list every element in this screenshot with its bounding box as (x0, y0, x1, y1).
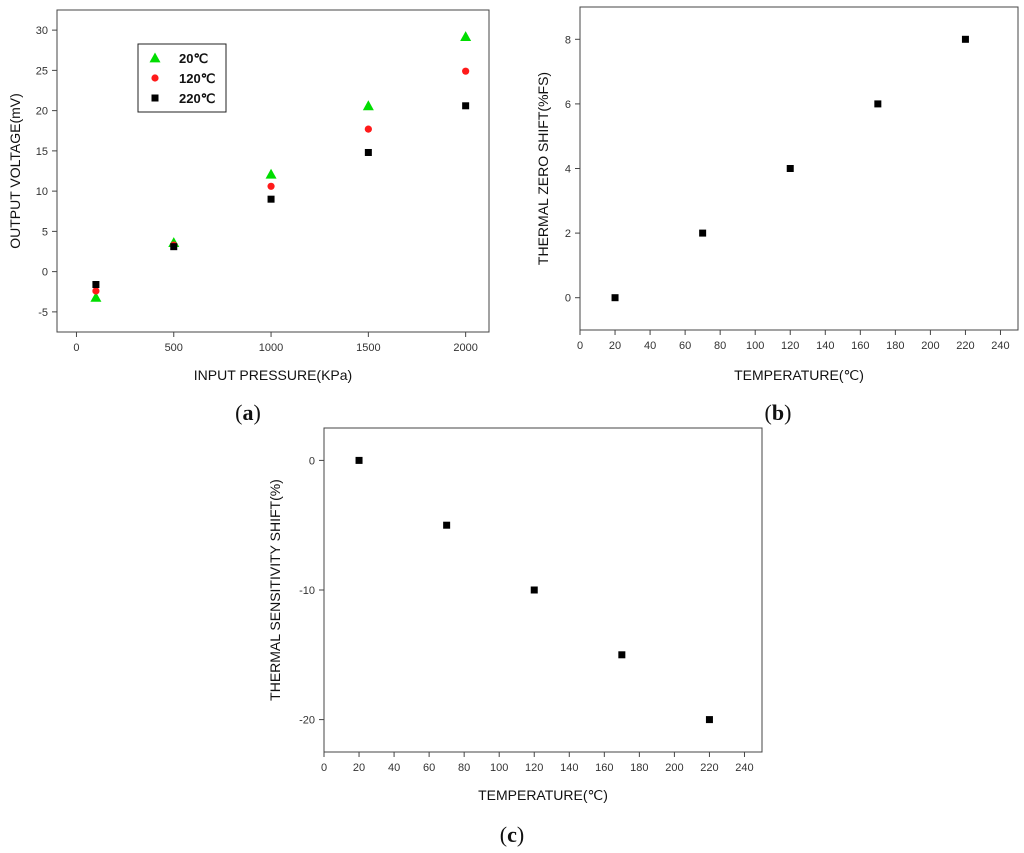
y-tick-label: -20 (299, 715, 315, 727)
data-point (874, 100, 882, 108)
x-tick-label: 240 (735, 762, 753, 774)
x-tick-label: 220 (956, 340, 974, 352)
data-point (170, 243, 178, 251)
data-point (92, 287, 100, 295)
y-tick-label: 30 (36, 25, 48, 37)
x-tick-label: 0 (321, 762, 327, 774)
data-point (530, 586, 538, 594)
chart-panel-c: 0 20 40 60 80 100 120 140 160 180 200 220 240 0 -10 -20… (267, 427, 763, 847)
data-point (362, 100, 374, 111)
data-point (355, 456, 363, 464)
y-tick-label: 0 (309, 455, 315, 467)
x-tick-label: 100 (746, 340, 764, 352)
data-point (443, 521, 451, 529)
x-tick-label: 500 (165, 342, 183, 354)
data-point (460, 31, 472, 41)
legend-marker (149, 52, 161, 63)
y-tick-label: 25 (36, 65, 48, 77)
y-tick-label: -10 (299, 585, 315, 597)
x-tick-label: 160 (595, 762, 613, 774)
y-tick-label: 5 (42, 226, 48, 238)
data-point (786, 165, 794, 172)
data-point (90, 291, 102, 302)
x-tick-label: 80 (714, 340, 726, 352)
x-tick-label: 40 (388, 762, 400, 774)
x-tick-label: 140 (816, 340, 834, 352)
x-tick-label: 2000 (453, 342, 477, 354)
x-tick-label: 60 (423, 762, 435, 774)
legend-marker (151, 74, 159, 82)
data-point (265, 168, 277, 179)
x-axis-label: TEMPERATURE(℃) (478, 787, 608, 803)
x-tick-label: 1000 (259, 342, 283, 354)
y-axis-label: THERMAL SENSITIVITY SHIFT(%) (267, 479, 283, 701)
data-point (267, 195, 275, 203)
y-axis-label: THERMAL ZERO SHIFT(%FS) (535, 72, 551, 265)
data-point (618, 651, 626, 659)
y-tick-label: 6 (565, 99, 571, 111)
x-tick-label: 220 (700, 762, 718, 774)
panel-label: (b) (765, 400, 792, 425)
x-tick-label: 180 (886, 340, 904, 352)
x-axis-label: TEMPERATURE(℃) (734, 367, 864, 383)
y-tick-label: -5 (38, 307, 48, 319)
panel-label: (c) (500, 822, 524, 847)
y-tick-label: 10 (36, 186, 48, 198)
data-point (611, 294, 619, 302)
y-tick-label: 4 (565, 164, 571, 176)
x-tick-label: 200 (665, 762, 683, 774)
x-axis-label: INPUT PRESSURE(KPa) (194, 367, 352, 383)
data-point (462, 102, 470, 110)
x-tick-label: 180 (630, 762, 648, 774)
data-point (705, 716, 713, 724)
y-tick-label: 2 (565, 228, 571, 240)
data-point (462, 67, 470, 75)
x-tick-label: 20 (353, 762, 365, 774)
data-point (364, 125, 372, 133)
data-point (364, 148, 372, 156)
x-tick-label: 0 (73, 342, 79, 354)
y-tick-label: 8 (565, 34, 571, 46)
x-tick-label: 140 (560, 762, 578, 774)
x-tick-label: 80 (458, 762, 470, 774)
legend-marker (151, 94, 159, 102)
y-tick-label: 20 (36, 106, 48, 118)
x-tick-label: 1500 (356, 342, 380, 354)
data-point (961, 35, 969, 43)
plot-frame (323, 427, 763, 753)
legend-label: 220℃ (179, 91, 215, 106)
panel-label: (a) (235, 400, 261, 425)
legend: 20℃ 120℃ 220℃ (137, 43, 227, 113)
x-tick-label: 100 (490, 762, 508, 774)
x-tick-label: 160 (851, 340, 869, 352)
y-tick-label: 0 (42, 267, 48, 279)
y-tick-label: 15 (36, 146, 48, 158)
x-tick-label: 60 (679, 340, 691, 352)
chart-panel-a: 0 500 1000 1500 2000 -5 0 5 10 15 20 25 30 INPUT PRES… (7, 9, 490, 425)
data-point (699, 229, 707, 237)
x-tick-label: 120 (525, 762, 543, 774)
plot-frame (56, 9, 490, 333)
x-tick-label: 40 (644, 340, 656, 352)
x-tick-label: 20 (609, 340, 621, 352)
data-point (92, 281, 100, 289)
x-tick-label: 200 (921, 340, 939, 352)
legend-label: 120℃ (179, 71, 215, 86)
x-tick-label: 240 (991, 340, 1009, 352)
y-tick-label: 0 (565, 293, 571, 305)
plot-frame (579, 6, 1019, 331)
chart-panel-b: 0 20 40 60 80 100 120 140 160 180 200 220 240 0 2 4 6 8 TE… (535, 6, 1019, 425)
x-tick-label: 0 (577, 340, 583, 352)
y-axis-label: OUTPUT VOLTAGE(mV) (7, 93, 23, 249)
data-point (267, 182, 275, 190)
x-tick-label: 120 (781, 340, 799, 352)
legend-label: 20℃ (179, 51, 208, 66)
